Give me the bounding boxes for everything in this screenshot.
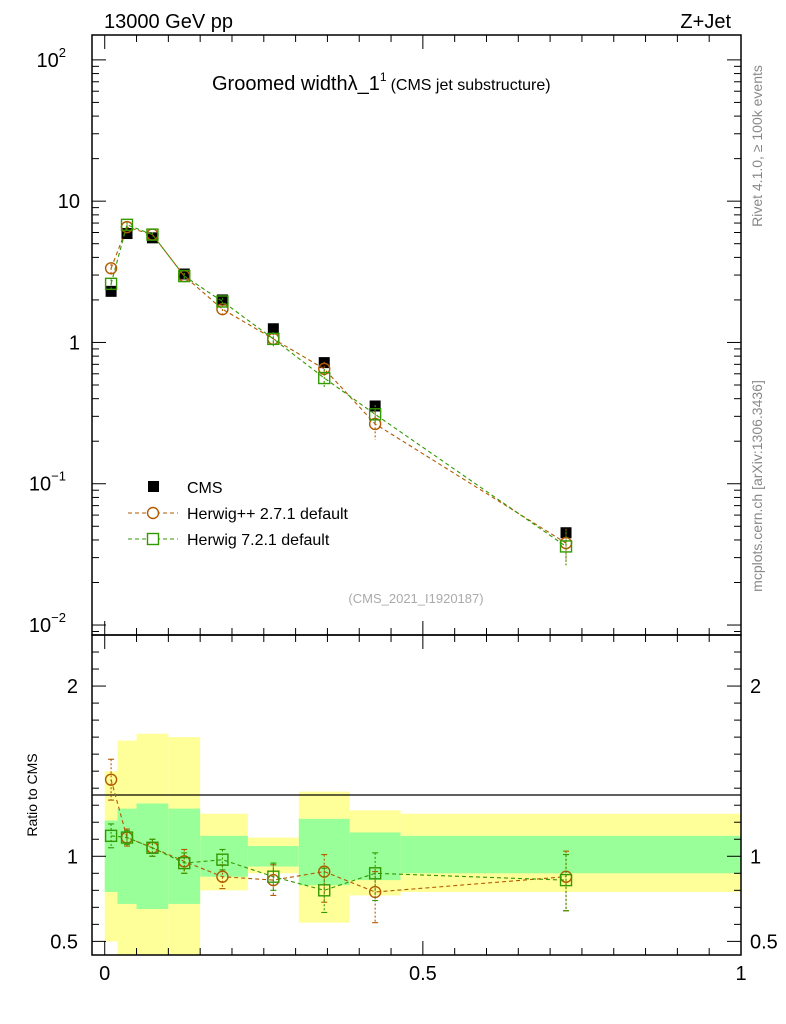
legend-marker-herwigpp — [146, 506, 160, 520]
tick-exp: −1 — [51, 469, 66, 484]
main-ytick-label-1: 10 — [58, 191, 80, 213]
chart-title-main: Groomed widthλ_1 — [212, 73, 380, 95]
ratio-point-herwig7 — [146, 841, 159, 854]
main-ytick-label-3: 10−1 — [29, 469, 66, 496]
legend-label-cms: CMS — [187, 480, 223, 497]
band-inner-5 — [247, 846, 299, 867]
main-ytick-label-4: 10−2 — [29, 610, 66, 637]
chart-subtitle: (CMS jet substructure) — [391, 77, 551, 94]
point-herwig7 — [120, 218, 134, 232]
point-herwig7 — [267, 332, 280, 346]
legend-marker-herwig7 — [146, 532, 160, 546]
point-data — [146, 232, 158, 244]
energy-label: 13000 GeV pp — [104, 11, 233, 33]
chart-title: Groomed widthλ_11 (CMS jet substructure) — [212, 70, 551, 95]
ratio-point-herwig7 — [216, 853, 229, 866]
xtick-label-2: 1 — [735, 963, 746, 985]
tick-base: 10 — [58, 191, 80, 213]
band-inner-1 — [117, 808, 137, 904]
ratio-ytick-label-right-0: 0.5 — [750, 931, 778, 953]
main-series — [104, 218, 573, 567]
ratio-ytick-label-left-1: 1 — [67, 846, 78, 868]
tick-base: 10 — [29, 615, 51, 637]
main-ytick-label-2: 1 — [69, 332, 80, 354]
legend-label-herwigpp: Herwig++ 2.7.1 default — [187, 506, 349, 523]
rivet-label: Rivet 4.1.0, ≥ 100k events — [749, 65, 765, 227]
point-data — [216, 294, 228, 306]
tick-base: 1 — [69, 332, 80, 354]
tick-exp: −2 — [51, 610, 66, 625]
chart-title-sup: 1 — [380, 70, 387, 84]
analysis-watermark: (CMS_2021_I1920187) — [348, 591, 483, 606]
ratio-line-herwig7 — [111, 835, 567, 891]
point-herwig7 — [559, 540, 573, 553]
ratio-series — [104, 758, 573, 924]
point-data — [105, 285, 117, 297]
xtick-label-0: 0 — [99, 963, 110, 985]
series-line-herwig7 — [110, 224, 567, 547]
x-axis: 0 0.5 1 — [99, 35, 747, 985]
point-herwig7 — [146, 228, 159, 241]
ratio-point-herwigpp — [216, 870, 229, 883]
ratio-ytick-label-right-1: 1 — [750, 846, 761, 868]
band-inner-0 — [104, 820, 118, 893]
legend-marker-cms — [148, 481, 159, 492]
ratio-ytick-label-left-2: 2 — [67, 676, 78, 698]
ratio-y-axis: 0.5 0.5 1 1 2 2 — [50, 651, 778, 953]
tick-exp: 2 — [59, 45, 66, 60]
series-line-herwigpp — [110, 226, 567, 544]
ratio-point-herwig7 — [178, 856, 191, 870]
band-inner-4 — [200, 835, 248, 877]
point-herwig7 — [318, 371, 331, 385]
point-data — [121, 228, 133, 240]
ratio-point-herwig7 — [267, 870, 280, 883]
ratio-point-herwig7 — [120, 831, 134, 844]
main-ytick-label-0: 102 — [37, 45, 66, 72]
mcplots-label: mcplots.cern.ch [arXiv:1306.3436] — [749, 380, 765, 592]
ratio-ytick-label-right-2: 2 — [750, 676, 761, 698]
ratio-point-herwig7 — [368, 867, 382, 880]
ratio-point-herwig7 — [559, 873, 573, 887]
ratio-point-herwig7 — [104, 829, 118, 843]
band-inner-8 — [400, 835, 741, 874]
legend: CMS Herwig++ 2.7.1 default Herwig 7.2.1 … — [128, 480, 349, 549]
point-data — [267, 323, 279, 335]
process-label: Z+Jet — [680, 11, 731, 33]
point-herwig7 — [104, 277, 118, 291]
point-herwig7 — [216, 295, 229, 308]
tick-base: 10 — [29, 474, 51, 496]
ratio-point-herwig7 — [318, 884, 331, 897]
ratio-point-herwigpp — [104, 773, 118, 786]
xtick-label-1: 0.5 — [409, 963, 437, 985]
ratio-y-label: Ratio to CMS — [24, 753, 40, 836]
ratio-uncertainty-bands — [104, 733, 741, 955]
legend-label-herwig7: Herwig 7.2.1 default — [187, 532, 330, 549]
point-herwigpp — [104, 262, 118, 275]
ratio-line-herwigpp — [110, 779, 567, 893]
tick-base: 10 — [37, 50, 59, 72]
point-herwig7 — [178, 269, 191, 283]
point-herwig7 — [368, 408, 382, 421]
ratio-ytick-label-left-0: 0.5 — [50, 931, 78, 953]
